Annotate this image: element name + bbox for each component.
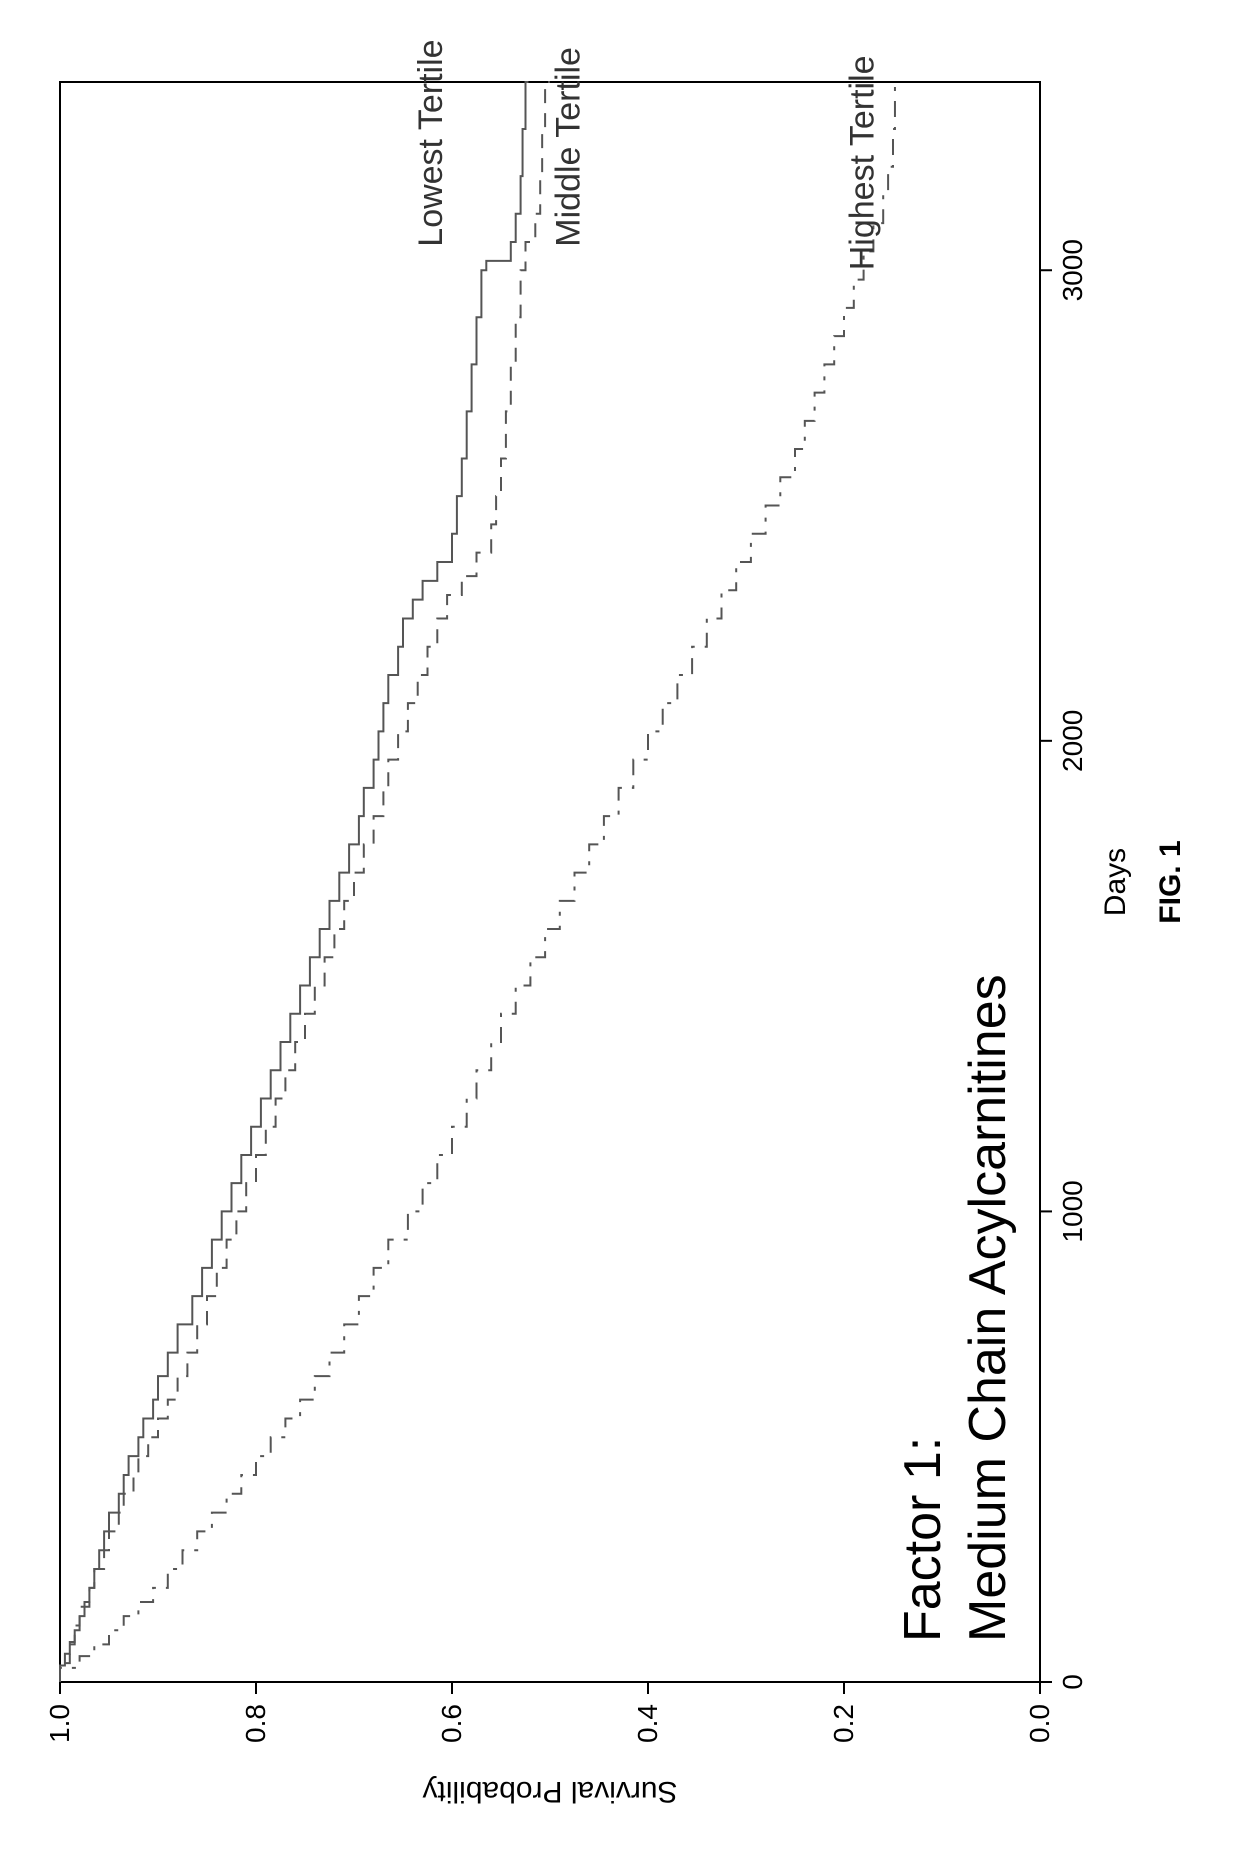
svg-text:0.8: 0.8 bbox=[240, 1704, 271, 1743]
annotation-middle: Middle Tertile bbox=[549, 47, 587, 247]
plot-frame bbox=[60, 82, 1040, 1682]
svg-text:0.0: 0.0 bbox=[1024, 1704, 1055, 1743]
svg-text:0.4: 0.4 bbox=[632, 1704, 663, 1743]
svg-text:3000: 3000 bbox=[1057, 239, 1088, 301]
x-axis-label: Days bbox=[1099, 848, 1132, 916]
svg-text:1000: 1000 bbox=[1057, 1180, 1088, 1242]
svg-text:0.6: 0.6 bbox=[436, 1704, 467, 1743]
svg-text:2000: 2000 bbox=[1057, 710, 1088, 772]
svg-text:0.2: 0.2 bbox=[828, 1704, 859, 1743]
figure-label: FIG. 1 bbox=[1154, 840, 1187, 923]
svg-text:0: 0 bbox=[1057, 1674, 1088, 1690]
line-lowest-tertile bbox=[60, 82, 528, 1682]
annotation-highest: Highest Tertile bbox=[843, 55, 881, 270]
page: { "figure_label": "FIG. 1", "axes": { "x… bbox=[0, 0, 1240, 1872]
survival-chart-svg: 0 1000 2000 3000 0.0 0.2 0.4 0.6 0.8 1.0 Days Su… bbox=[0, 0, 1240, 1872]
chart-canvas: 0 1000 2000 3000 0.0 0.2 0.4 0.6 0.8 1.0 Days Su… bbox=[0, 0, 1240, 1872]
x-ticks: 0 1000 2000 3000 bbox=[1040, 239, 1088, 1690]
y-axis-label: Survival Probability bbox=[422, 1775, 677, 1808]
y-ticks: 0.0 0.2 0.4 0.6 0.8 1.0 bbox=[44, 1682, 1055, 1743]
annotation-lowest: Lowest Tertile bbox=[412, 39, 450, 246]
svg-text:1.0: 1.0 bbox=[44, 1704, 75, 1743]
inset-title-line2: Medium Chain Acylcarnitines bbox=[959, 974, 1017, 1642]
inset-title-line1: Factor 1: bbox=[894, 1437, 952, 1642]
line-highest-tertile bbox=[60, 82, 898, 1682]
